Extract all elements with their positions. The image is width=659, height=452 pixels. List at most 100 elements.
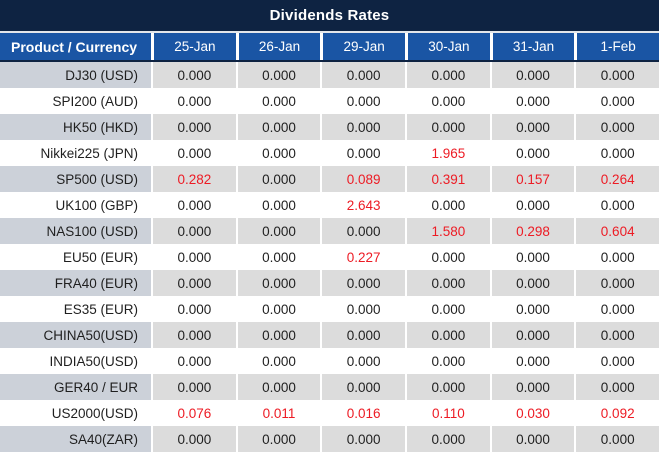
value-cell: 0.000 (235, 426, 321, 452)
value-cell: 0.000 (320, 426, 406, 452)
value-cell: 0.011 (235, 400, 321, 426)
value-cell: 0.000 (320, 296, 405, 322)
value-cell: 0.000 (489, 192, 575, 218)
value-cell: 0.000 (151, 244, 236, 270)
value-cell: 0.000 (151, 374, 236, 400)
date-header: 25-Jan (151, 33, 236, 60)
value-cell: 0.000 (489, 270, 575, 296)
value-cell: 0.000 (574, 426, 659, 452)
value-cell: 0.000 (405, 426, 490, 452)
table-row: CHINA50(USD) 0.000 0.000 0.000 0.000 0.000 0.0… (0, 322, 659, 348)
value-cell: 0.000 (235, 166, 321, 192)
table-row: SPI200 (AUD) 0.000 0.000 0.000 0.000 0.000 0.0… (0, 88, 659, 114)
table-row: EU50 (EUR) 0.000 0.000 0.227 0.000 0.000 0.000 (0, 244, 659, 270)
value-cell: 0.000 (489, 140, 575, 166)
table-row: GER40 / EUR 0.000 0.000 0.000 0.000 0.000 0.00… (0, 374, 659, 400)
table-row: UK100 (GBP) 0.000 0.000 2.643 0.000 0.000 0.00… (0, 192, 659, 218)
value-cell: 0.000 (320, 348, 405, 374)
value-cell: 0.000 (489, 62, 575, 88)
value-cell: 0.000 (235, 218, 321, 244)
product-cell: FRA40 (EUR) (0, 270, 151, 296)
value-cell: 0.000 (151, 348, 236, 374)
value-cell: 0.000 (235, 348, 321, 374)
value-cell: 0.000 (151, 296, 236, 322)
value-cell: 0.000 (574, 62, 659, 88)
value-cell: 0.000 (405, 296, 490, 322)
value-cell: 0.000 (405, 244, 490, 270)
value-cell: 0.000 (235, 374, 321, 400)
value-cell: 0.000 (489, 296, 575, 322)
value-cell: 0.000 (320, 322, 406, 348)
value-cell: 0.000 (320, 88, 405, 114)
value-cell: 0.000 (489, 374, 575, 400)
corner-header: Product / Currency (11, 38, 138, 55)
table-row: FRA40 (EUR) 0.000 0.000 0.000 0.000 0.000 0.00… (0, 270, 659, 296)
value-cell: 0.000 (151, 114, 236, 140)
date-header: 31-Jan (489, 33, 575, 60)
value-cell: 0.000 (151, 192, 236, 218)
value-cell: 0.000 (489, 322, 575, 348)
product-cell: Nikkei225 (JPN) (40, 145, 138, 161)
value-cell: 0.000 (320, 270, 406, 296)
value-cell: 0.000 (489, 88, 575, 114)
value-cell: 0.000 (151, 270, 236, 296)
value-cell: 0.000 (574, 270, 659, 296)
value-cell: 0.000 (574, 88, 659, 114)
value-cell: 0.000 (405, 114, 490, 140)
value-cell: 0.030 (489, 400, 575, 426)
value-cell: 0.000 (320, 114, 406, 140)
product-cell: EU50 (EUR) (62, 249, 138, 265)
table-row: SA40(ZAR) 0.000 0.000 0.000 0.000 0.000 0.000 (0, 426, 659, 452)
value-cell: 1.580 (405, 218, 490, 244)
value-cell: 0.157 (489, 166, 575, 192)
table-title: Dividends Rates (0, 0, 659, 33)
value-cell: 0.000 (489, 244, 575, 270)
value-cell: 0.092 (574, 400, 659, 426)
value-cell: 0.000 (405, 348, 490, 374)
product-cell: UK100 (GBP) (55, 197, 138, 213)
value-cell: 0.000 (151, 88, 236, 114)
table-row: SP500 (USD) 0.282 0.000 0.089 0.391 0.157 0.26… (0, 166, 659, 192)
date-header: 29-Jan (320, 33, 405, 60)
value-cell: 1.965 (405, 140, 490, 166)
value-cell: 0.076 (151, 400, 236, 426)
value-cell: 0.298 (489, 218, 575, 244)
product-cell: NAS100 (USD) (0, 218, 151, 244)
date-header: 26-Jan (235, 33, 321, 60)
value-cell: 0.000 (405, 88, 490, 114)
table-row: INDIA50(USD) 0.000 0.000 0.000 0.000 0.000 0.0… (0, 348, 659, 374)
table-row: NAS100 (USD) 0.000 0.000 0.000 1.580 0.298 0.6… (0, 218, 659, 244)
value-cell: 0.000 (151, 140, 236, 166)
value-cell: 0.000 (574, 192, 659, 218)
value-cell: 0.000 (574, 244, 659, 270)
value-cell: 0.000 (574, 374, 659, 400)
value-cell: 0.000 (151, 322, 236, 348)
value-cell: 0.000 (235, 114, 321, 140)
value-cell: 2.643 (320, 192, 405, 218)
table-header-row: Product / Currency 25-Jan 26-Jan 29-Jan 30-J… (0, 33, 659, 62)
date-header: 1-Feb (574, 33, 659, 60)
value-cell: 0.000 (235, 244, 321, 270)
value-cell: 0.000 (489, 348, 575, 374)
value-cell: 0.604 (574, 218, 659, 244)
value-cell: 0.000 (151, 218, 236, 244)
value-cell: 0.000 (489, 114, 575, 140)
value-cell: 0.000 (574, 114, 659, 140)
table-row: US2000(USD) 0.076 0.011 0.016 0.110 0.030 0.09… (0, 400, 659, 426)
value-cell: 0.000 (151, 426, 236, 452)
value-cell: 0.000 (574, 296, 659, 322)
date-header: 30-Jan (405, 33, 490, 60)
table-row: Nikkei225 (JPN) 0.000 0.000 0.000 1.965 0.000… (0, 140, 659, 166)
value-cell: 0.282 (151, 166, 236, 192)
table-row: DJ30 (USD) 0.000 0.000 0.000 0.000 0.000 0.000 (0, 62, 659, 88)
value-cell: 0.000 (151, 62, 236, 88)
value-cell: 0.227 (320, 244, 405, 270)
product-cell: US2000(USD) (51, 405, 138, 421)
value-cell: 0.000 (405, 374, 490, 400)
value-cell: 0.110 (405, 400, 490, 426)
value-cell: 0.000 (235, 322, 321, 348)
value-cell: 0.000 (235, 62, 321, 88)
value-cell: 0.089 (320, 166, 406, 192)
product-cell: INDIA50(USD) (49, 353, 138, 369)
value-cell: 0.391 (405, 166, 490, 192)
